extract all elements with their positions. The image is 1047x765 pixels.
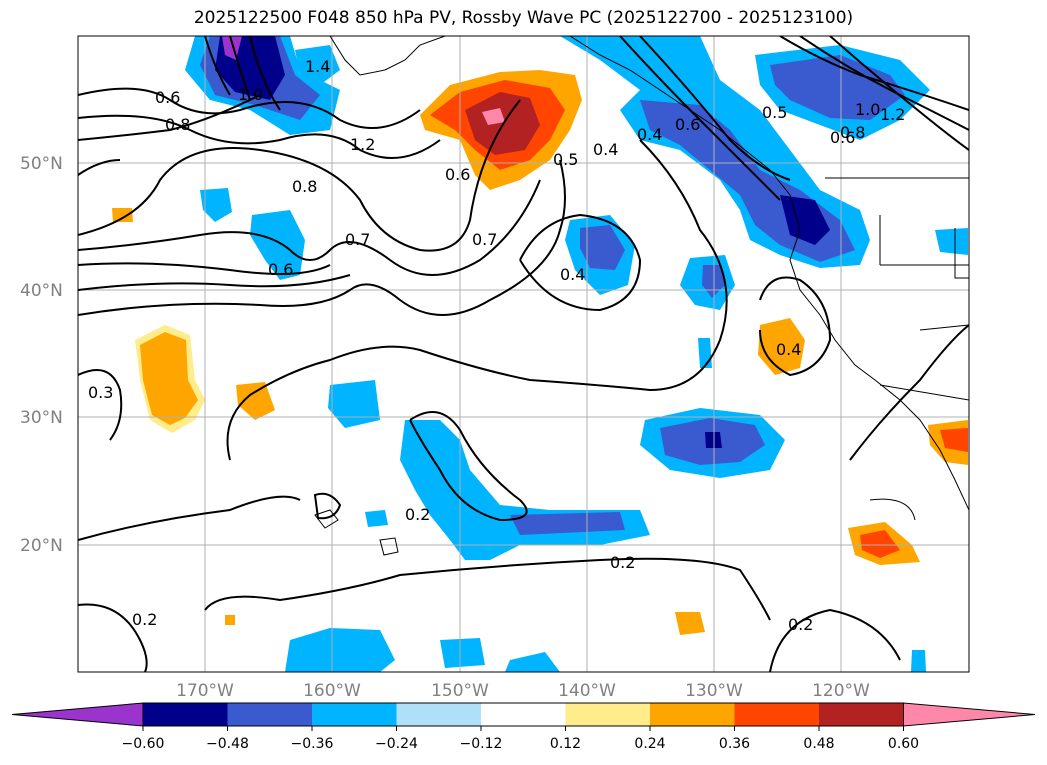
contour-label: 0.4 <box>776 340 801 359</box>
colorbar-tick-label: −0.48 <box>206 736 249 752</box>
contour-label: 0.8 <box>840 123 865 142</box>
colorbar-segment <box>650 703 735 726</box>
contour-label: 0.4 <box>637 125 662 144</box>
contour-label: 0.8 <box>292 177 317 196</box>
lat-label: 40°N <box>20 281 63 301</box>
contour-label: 1.2 <box>350 135 375 154</box>
colorbar-arrow-right <box>903 702 1036 727</box>
contour-label: 0.2 <box>610 553 635 572</box>
contour-label: 0.6 <box>155 88 180 107</box>
contour-label: 0.3 <box>88 383 113 402</box>
colorbar-segment <box>819 703 904 726</box>
plot-area: 0.6 0.8 1.0 1.4 1.2 0.8 0.7 0.6 0.6 0.7 … <box>78 36 969 672</box>
lat-label: 20°N <box>20 536 63 556</box>
contour-label: 0.5 <box>553 150 578 169</box>
contour-label: 1.4 <box>305 57 330 76</box>
colorbar-tick-label: 0.36 <box>719 736 750 752</box>
lon-label: 170°W <box>176 681 234 701</box>
contour-label: 0.7 <box>472 230 497 249</box>
contour-label: 0.2 <box>132 610 157 629</box>
colorbar-tick-label: −0.24 <box>375 736 418 752</box>
contour-label: 1.0 <box>238 85 263 104</box>
colorbar-tick-label: 0.60 <box>888 736 919 752</box>
coastlines <box>314 36 969 556</box>
grid-lines <box>78 36 969 672</box>
colorbar-segment <box>227 703 313 726</box>
colorbar-tick-label: 0.48 <box>803 736 834 752</box>
contour-label: 0.8 <box>165 115 190 134</box>
colorbar-tick-label: 0.24 <box>634 736 665 752</box>
contour-label: 0.6 <box>268 260 293 279</box>
colorbar-tick-label: −0.12 <box>460 736 503 752</box>
contour-label: 1.2 <box>880 105 905 124</box>
lat-label: 30°N <box>20 408 63 428</box>
contour-label: 0.4 <box>593 140 618 159</box>
lon-label: 160°W <box>303 681 361 701</box>
colorbar-segment <box>396 703 482 726</box>
contour-label: 0.2 <box>405 505 430 524</box>
plot-frame <box>77 35 970 673</box>
contour-label: 0.4 <box>560 265 585 284</box>
contour-label: 0.6 <box>675 115 700 134</box>
colorbar-tick-label: −0.60 <box>122 736 165 752</box>
contour-label: 0.5 <box>762 103 787 122</box>
latitude-labels: 50°N 40°N 30°N 20°N <box>20 154 63 556</box>
colorbar-segment <box>312 703 397 726</box>
lon-label: 140°W <box>558 681 616 701</box>
colorbar: −0.60 −0.48 −0.36 −0.24 −0.12 0.12 0.24 0.36 0.4… <box>11 702 1036 752</box>
contour-label: 0.7 <box>345 230 370 249</box>
pv-contours <box>78 36 969 672</box>
contour-label: 0.6 <box>830 128 855 147</box>
contour-label: 1.0 <box>855 100 880 119</box>
contour-label-group: 0.6 0.8 1.0 1.4 1.2 0.8 0.7 0.6 0.6 0.7 … <box>88 57 905 634</box>
lat-label: 50°N <box>20 154 63 174</box>
contour-label: 0.2 <box>788 615 813 634</box>
lon-label: 130°W <box>685 681 743 701</box>
lon-label: 150°W <box>431 681 489 701</box>
longitude-labels: 170°W 160°W 150°W 140°W 130°W 120°W <box>176 681 870 701</box>
colorbar-segment <box>481 703 566 726</box>
lon-label: 120°W <box>812 681 870 701</box>
colorbar-segment <box>143 703 228 726</box>
map-title: 2025122500 F048 850 hPa PV, Rossby Wave … <box>193 8 854 28</box>
colorbar-frame <box>142 702 904 727</box>
colorbar-segment <box>734 703 820 726</box>
negative-anomaly-shading <box>185 36 968 672</box>
colorbar-segment <box>565 703 651 726</box>
colorbar-tick-label: 0.12 <box>550 736 581 752</box>
colorbar-arrow-left <box>11 702 144 727</box>
colorbar-tick-label: −0.36 <box>291 736 334 752</box>
contour-label: 0.6 <box>445 165 470 184</box>
